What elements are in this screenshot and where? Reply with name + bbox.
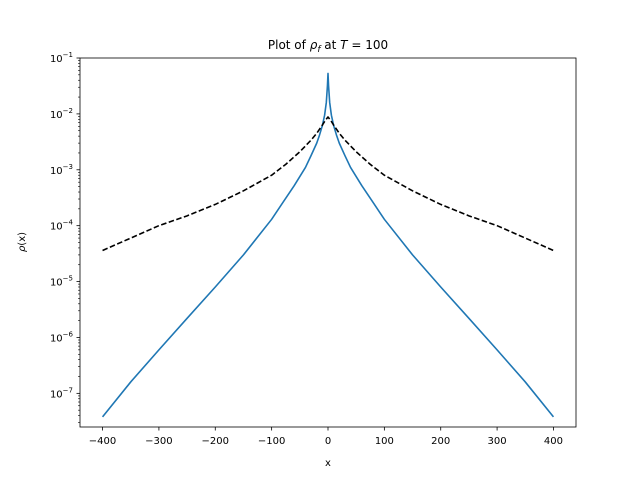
x-tick-label: 300 xyxy=(488,436,507,447)
plot-area xyxy=(101,72,555,418)
series-layer xyxy=(101,72,555,418)
x-tick-label: 100 xyxy=(375,436,394,447)
y-axis-label: ρ(x) xyxy=(17,232,28,252)
series-line-2 xyxy=(102,116,554,252)
y-tick-label: 10−2 xyxy=(50,107,73,121)
y-tick-label: 10−3 xyxy=(50,163,73,177)
y-axis-ticks: 10−7 10−6 10−5 10−4 10−3 10−2 10−1 xyxy=(50,51,80,423)
x-tick-label: −300 xyxy=(145,436,172,447)
x-axis-label: x xyxy=(325,458,331,469)
axes-frame xyxy=(79,57,577,428)
y-tick-label: 10−6 xyxy=(50,330,74,344)
series-line-1 xyxy=(101,72,555,418)
x-tick-label: −100 xyxy=(258,436,285,447)
y-tick-label: 10−4 xyxy=(50,219,74,233)
x-axis-ticks: −400 −300 −200 −100 0 100 200 300 400 xyxy=(89,427,563,447)
x-tick-label: −200 xyxy=(202,436,229,447)
x-tick-label: 0 xyxy=(325,436,331,447)
y-tick-label: 10−1 xyxy=(50,51,73,65)
x-tick-label: 400 xyxy=(544,436,563,447)
y-tick-label: 10−7 xyxy=(50,386,73,400)
x-tick-label: 200 xyxy=(431,436,450,447)
y-tick-label: 10−5 xyxy=(50,275,73,289)
x-tick-label: −400 xyxy=(89,436,116,447)
chart-title: Plot of ρf at T = 100 xyxy=(268,38,388,55)
